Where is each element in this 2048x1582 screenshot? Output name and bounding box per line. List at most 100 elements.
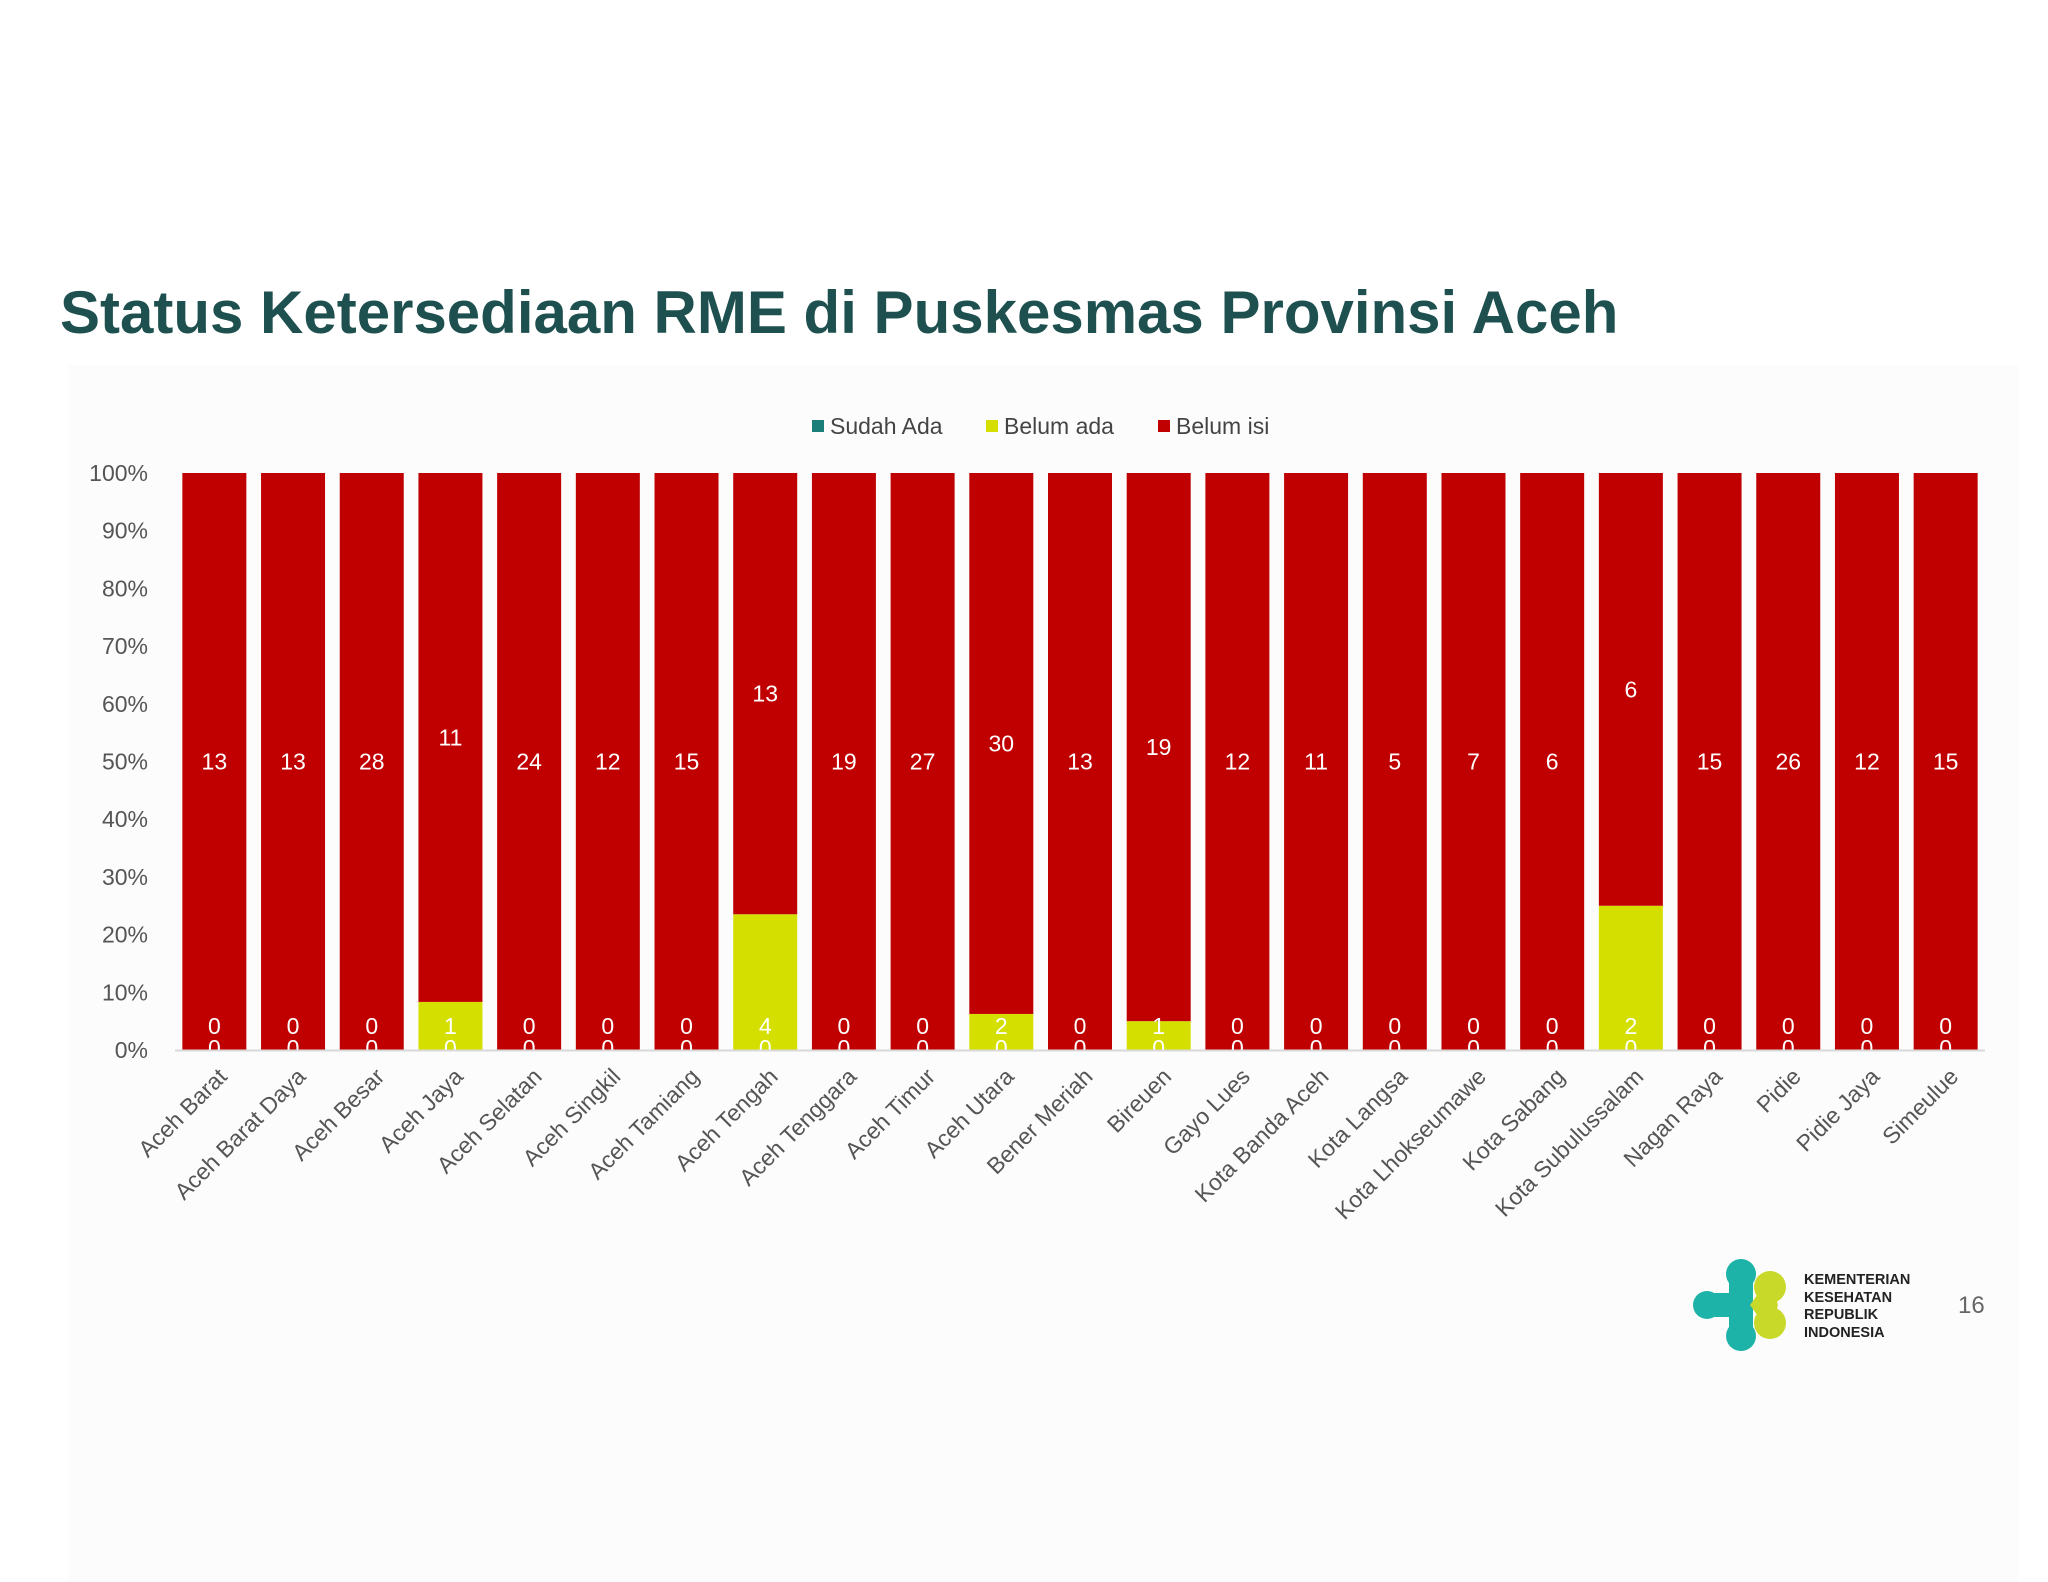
data-label: 2 <box>1624 1013 1637 1039</box>
data-label: 24 <box>516 749 542 775</box>
data-label: 15 <box>1933 749 1959 775</box>
bar-segment <box>1677 473 1742 1050</box>
data-label: 19 <box>831 749 857 775</box>
data-label: 0 <box>365 1013 378 1039</box>
bar-segment <box>418 473 483 1002</box>
bar-segment <box>1520 473 1585 1050</box>
bar-segment <box>1834 473 1899 1050</box>
x-tick-label: Pidie Jaya <box>1791 1063 1885 1157</box>
logo-line: KEMENTERIAN <box>1804 1272 1911 1288</box>
data-label: 0 <box>287 1013 300 1039</box>
bar-segment <box>654 473 719 1050</box>
bar-segment <box>733 473 798 915</box>
data-label: 4 <box>759 1013 772 1039</box>
x-tick-label: Kota Subulussalam <box>1490 1063 1649 1222</box>
data-label: 13 <box>752 681 778 707</box>
bar-segment <box>339 473 404 1050</box>
data-label: 0 <box>1152 1035 1165 1061</box>
data-label: 13 <box>1067 749 1093 775</box>
data-label: 0 <box>1074 1035 1087 1061</box>
data-label: 0 <box>208 1035 221 1061</box>
data-label: 7 <box>1467 749 1480 775</box>
data-label: 0 <box>916 1013 929 1039</box>
data-label: 0 <box>1939 1013 1952 1039</box>
data-label: 19 <box>1146 734 1172 760</box>
data-label: 0 <box>1703 1013 1716 1039</box>
legend-label: Belum isi <box>1176 413 1269 439</box>
bar-segment <box>1126 1021 1191 1050</box>
page-number: 16 <box>1958 1292 1985 1319</box>
data-label: 0 <box>1861 1035 1874 1061</box>
bar-segment <box>1284 473 1349 1050</box>
data-label: 0 <box>1546 1013 1559 1039</box>
y-tick-label: 90% <box>102 518 148 544</box>
data-label: 26 <box>1775 749 1801 775</box>
data-label: 6 <box>1546 749 1559 775</box>
data-label: 15 <box>1697 749 1723 775</box>
data-label: 11 <box>1304 749 1328 775</box>
legend-swatch <box>812 420 824 432</box>
bar-segment <box>1126 473 1191 1022</box>
legend-swatch <box>1158 420 1170 432</box>
data-label: 13 <box>202 749 228 775</box>
bar-segment <box>1913 473 1978 1050</box>
legend-label: Belum ada <box>1004 413 1114 439</box>
data-label: 27 <box>910 749 936 775</box>
bar-segment <box>811 473 876 1050</box>
y-tick-label: 0% <box>115 1037 148 1063</box>
data-label: 15 <box>674 749 700 775</box>
legend-label: Sudah Ada <box>830 413 943 439</box>
x-tick-label: Kota Banda Aceh <box>1190 1063 1334 1207</box>
y-tick-label: 60% <box>102 691 148 717</box>
page-title: Status Ketersediaan RME di Puskesmas Pro… <box>60 279 1619 346</box>
logo-text: KEMENTERIAN KESEHATAN REPUBLIK INDONESIA <box>1804 1272 1910 1342</box>
bar-segment <box>733 914 798 1050</box>
bar-segment <box>182 473 247 1050</box>
data-label: 0 <box>995 1035 1008 1061</box>
data-label: 6 <box>1624 676 1637 702</box>
data-label: 0 <box>1861 1013 1874 1039</box>
x-tick-label: Simeulue <box>1877 1063 1963 1149</box>
data-label: 0 <box>1310 1035 1323 1061</box>
bar-segment <box>969 473 1034 1014</box>
bar-segment <box>969 1013 1034 1050</box>
chart-bars <box>182 473 1978 1050</box>
data-label: 0 <box>601 1013 614 1039</box>
y-tick-label: 50% <box>102 749 148 775</box>
data-label: 0 <box>1939 1035 1952 1061</box>
data-label: 0 <box>1782 1035 1795 1061</box>
bar-segment <box>1362 473 1427 1050</box>
data-label: 0 <box>1231 1035 1244 1061</box>
data-label: 11 <box>438 724 462 750</box>
y-tick-label: 30% <box>102 864 148 890</box>
bar-segment <box>890 473 955 1050</box>
data-label: 0 <box>1624 1035 1637 1061</box>
data-label: 0 <box>523 1013 536 1039</box>
data-label: 0 <box>523 1035 536 1061</box>
kemenkes-logo-icon <box>1693 1259 1786 1351</box>
data-label: 28 <box>359 749 385 775</box>
data-label: 0 <box>1231 1013 1244 1039</box>
x-tick-label: Pidie <box>1751 1063 1806 1118</box>
data-labels: 0013001300280111002400120015041300190027… <box>202 676 1959 1061</box>
y-tick-label: 20% <box>102 922 148 948</box>
data-label: 0 <box>838 1013 851 1039</box>
chart-legend: Sudah Ada Belum ada Belum isi <box>812 413 1269 439</box>
logo-line: REPUBLIK <box>1804 1307 1879 1323</box>
y-tick-label: 100% <box>89 460 148 486</box>
data-label: 0 <box>1310 1013 1323 1039</box>
data-label: 0 <box>1074 1013 1087 1039</box>
data-label: 0 <box>759 1035 772 1061</box>
data-label: 5 <box>1388 749 1401 775</box>
bar-segment <box>261 473 326 1050</box>
data-label: 0 <box>208 1013 221 1039</box>
data-label: 0 <box>601 1035 614 1061</box>
bar-segment <box>1441 473 1506 1050</box>
bar-segment <box>1598 905 1663 1050</box>
bar-segment <box>1598 473 1663 906</box>
data-label: 0 <box>287 1035 300 1061</box>
bar-segment <box>418 1001 483 1050</box>
data-label: 13 <box>280 749 306 775</box>
x-tick-label: Kota Lhokseumawe <box>1330 1063 1491 1224</box>
y-tick-label: 10% <box>102 979 148 1005</box>
